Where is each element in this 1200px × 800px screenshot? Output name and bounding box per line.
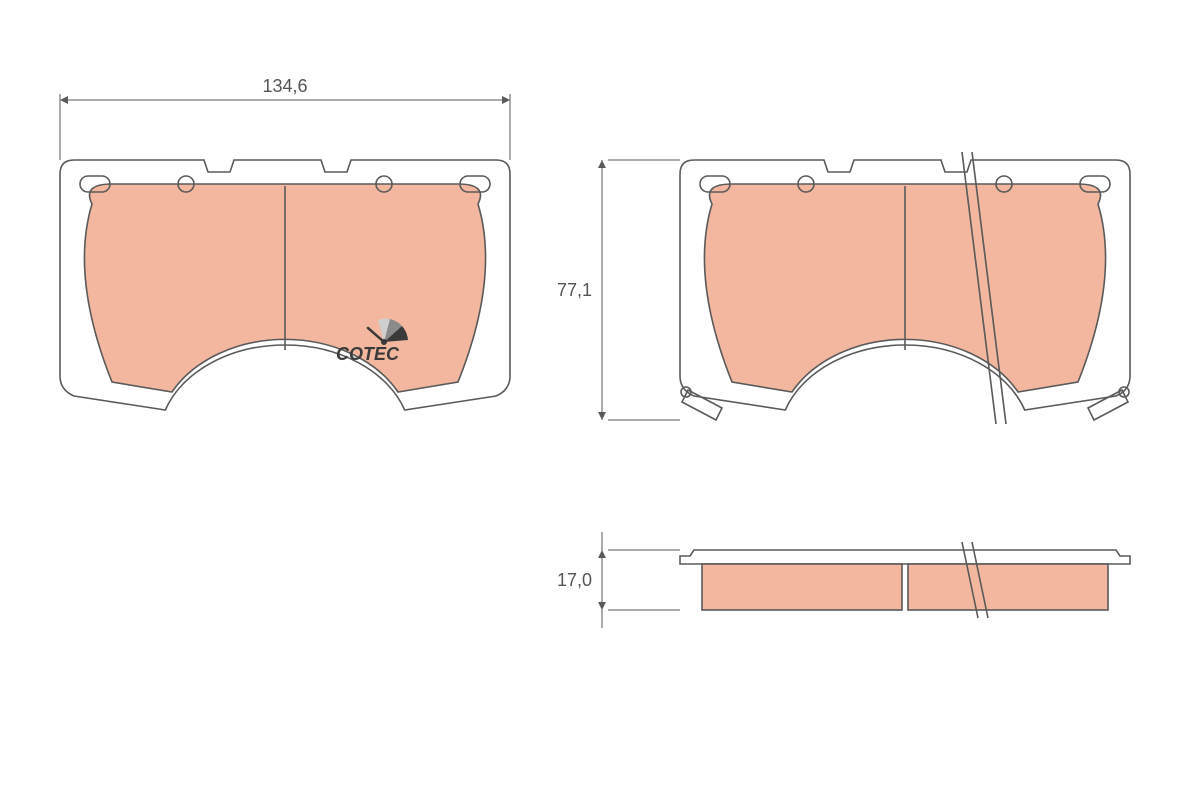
- side-view: [680, 542, 1130, 618]
- dim-thickness: 17,0: [557, 532, 680, 628]
- friction-side-left: [702, 564, 902, 610]
- backplate-side: [680, 550, 1130, 564]
- brand-name: COTEC: [336, 344, 400, 364]
- dim-height-label: 77,1: [557, 280, 592, 300]
- friction-side-right: [908, 564, 1108, 610]
- dim-height: 77,1: [557, 160, 680, 420]
- dim-width: 134,6: [60, 76, 510, 160]
- dim-width-label: 134,6: [262, 76, 307, 96]
- dim-thickness-label: 17,0: [557, 570, 592, 590]
- technical-drawing: COTEC 134,6 77,1 17,0: [0, 0, 1200, 800]
